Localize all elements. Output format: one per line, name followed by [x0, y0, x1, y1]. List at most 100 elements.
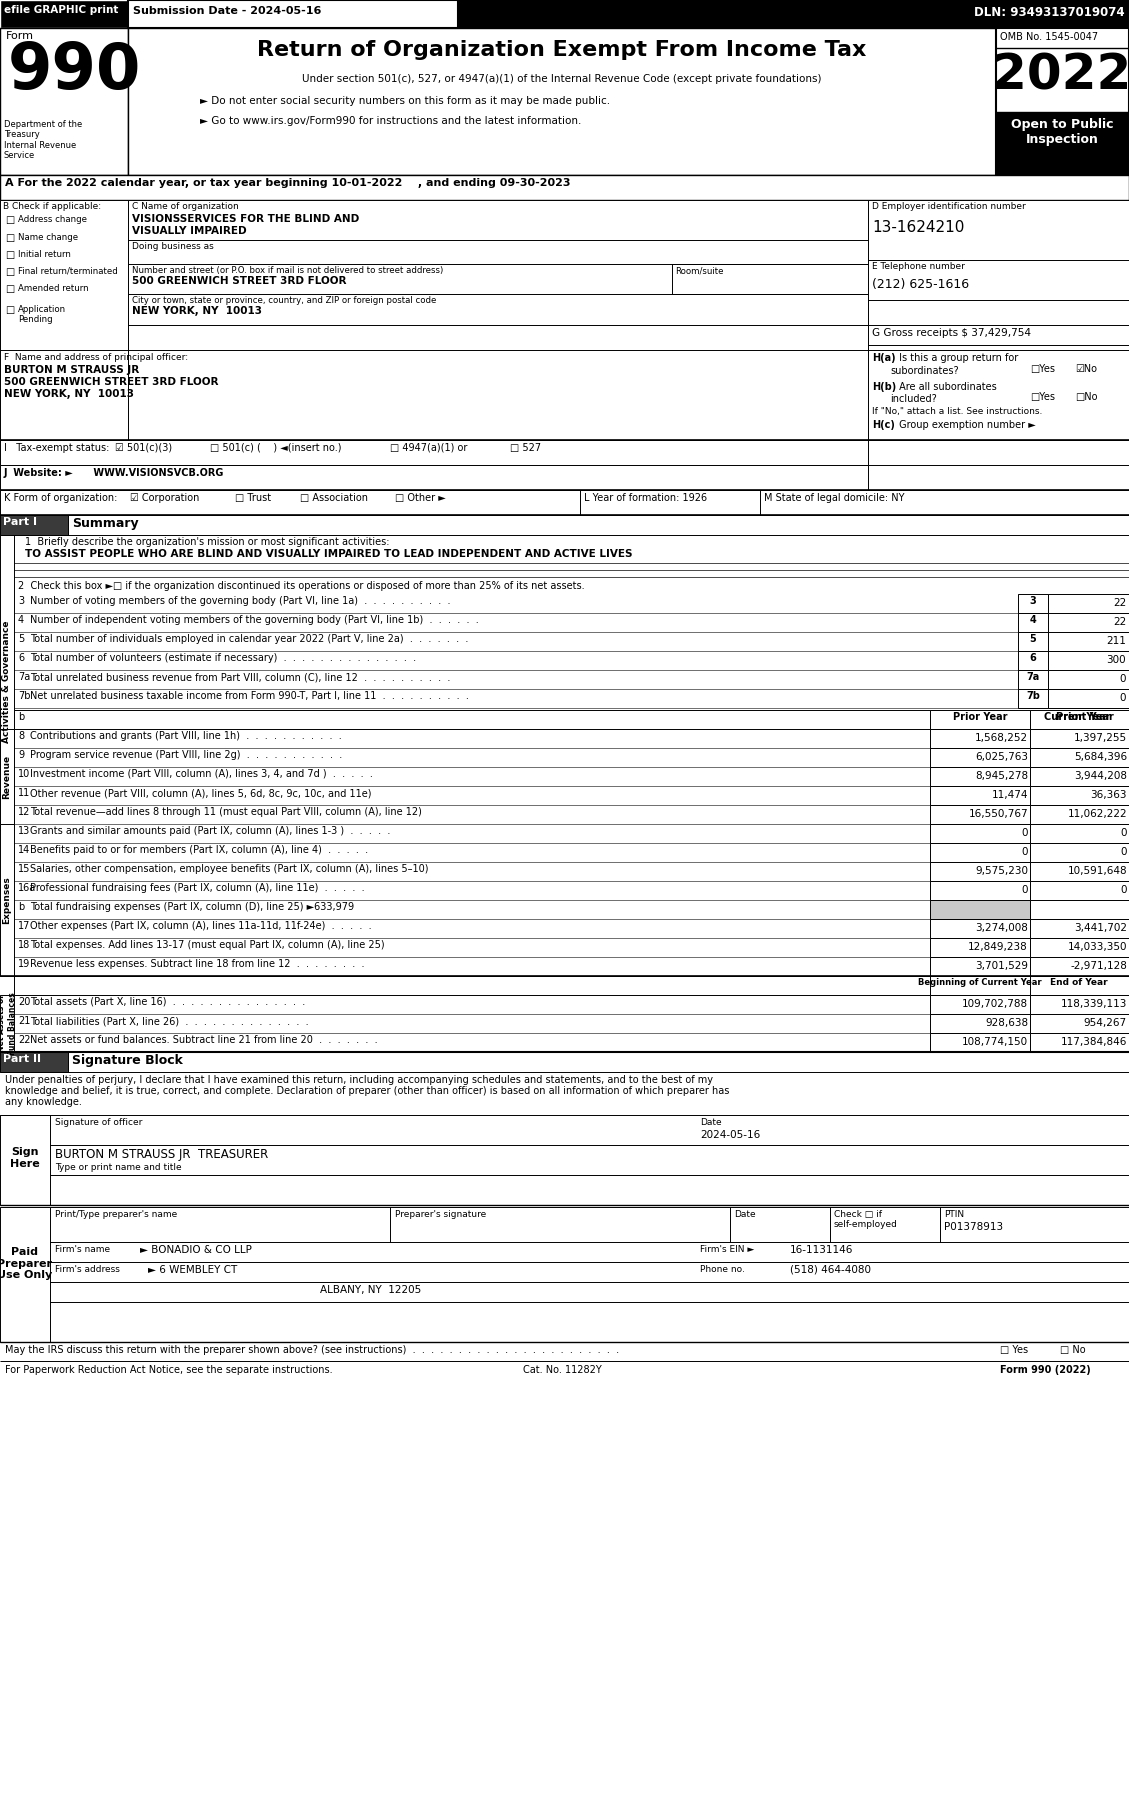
Text: 5: 5	[18, 635, 24, 644]
Text: Part I: Part I	[3, 517, 37, 528]
Text: 22: 22	[1113, 599, 1126, 608]
Text: 22: 22	[1113, 617, 1126, 628]
Text: Activities & Governance: Activities & Governance	[2, 620, 11, 744]
Text: Grants and similar amounts paid (Part IX, column (A), lines 1-3 )  .  .  .  .  .: Grants and similar amounts paid (Part IX…	[30, 825, 391, 836]
Bar	[930, 824, 1030, 844]
Text: M State of legal domicile: NY: M State of legal domicile: NY	[764, 493, 904, 502]
Text: Open to Public
Inspection: Open to Public Inspection	[1010, 118, 1113, 145]
Text: 2022: 2022	[992, 53, 1129, 100]
Text: 20: 20	[18, 998, 30, 1007]
Text: self-employed: self-employed	[834, 1221, 898, 1230]
Text: 3,701,529: 3,701,529	[975, 961, 1029, 970]
Bar	[1030, 900, 1129, 920]
Text: 16,550,767: 16,550,767	[969, 809, 1029, 818]
Bar	[930, 729, 1030, 747]
Text: Other revenue (Part VIII, column (A), lines 5, 6d, 8c, 9c, 10c, and 11e): Other revenue (Part VIII, column (A), li…	[30, 787, 371, 798]
Bar	[0, 1206, 50, 1342]
Text: □Yes: □Yes	[1030, 365, 1054, 374]
Text: City or town, state or province, country, and ZIP or foreign postal code: City or town, state or province, country…	[132, 296, 437, 305]
Text: Net Assets or
Fund Balances: Net Assets or Fund Balances	[0, 992, 17, 1056]
Text: 5,684,396: 5,684,396	[1074, 753, 1127, 762]
Text: Form 990 (2022): Form 990 (2022)	[1000, 1364, 1091, 1375]
Text: 36,363: 36,363	[1091, 791, 1127, 800]
Text: BURTON M STRAUSS JR: BURTON M STRAUSS JR	[5, 365, 139, 375]
Text: □Yes: □Yes	[1030, 392, 1054, 403]
Bar	[1018, 669, 1048, 689]
Text: Benefits paid to or for members (Part IX, column (A), line 4)  .  .  .  .  .: Benefits paid to or for members (Part IX…	[30, 845, 368, 854]
Text: □ No: □ No	[1060, 1344, 1086, 1355]
Text: 7a: 7a	[1026, 671, 1040, 682]
Text: 109,702,788: 109,702,788	[962, 1000, 1029, 1009]
Bar	[128, 27, 996, 174]
Text: 4: 4	[18, 615, 24, 626]
Text: Signature Block: Signature Block	[72, 1054, 183, 1067]
Bar	[1030, 729, 1129, 747]
Text: Final return/terminated: Final return/terminated	[18, 267, 117, 276]
Text: 14: 14	[18, 845, 30, 854]
Bar	[930, 958, 1030, 976]
Bar	[1018, 613, 1048, 631]
Text: Investment income (Part VIII, column (A), lines 3, 4, and 7d )  .  .  .  .  .: Investment income (Part VIII, column (A)…	[30, 769, 373, 778]
Text: (518) 464-4080: (518) 464-4080	[790, 1264, 870, 1275]
Text: Total fundraising expenses (Part IX, column (D), line 25) ►633,979: Total fundraising expenses (Part IX, col…	[30, 902, 355, 912]
Text: Salaries, other compensation, employee benefits (Part IX, column (A), lines 5–10: Salaries, other compensation, employee b…	[30, 863, 429, 874]
Bar	[1030, 1014, 1129, 1032]
Text: -2,971,128: -2,971,128	[1070, 961, 1127, 970]
Text: 928,638: 928,638	[984, 1018, 1029, 1029]
Text: 16a: 16a	[18, 883, 36, 892]
Text: H(b): H(b)	[872, 383, 896, 392]
Text: G Gross receipts $ 37,429,754: G Gross receipts $ 37,429,754	[872, 328, 1031, 337]
Text: Type or print name and title: Type or print name and title	[55, 1163, 182, 1172]
Bar	[0, 535, 14, 831]
Bar	[0, 441, 868, 464]
Text: Group exemption number ►: Group exemption number ►	[896, 421, 1035, 430]
Text: 0: 0	[1022, 827, 1029, 838]
Text: Program service revenue (Part VIII, line 2g)  .  .  .  .  .  .  .  .  .  .  .: Program service revenue (Part VIII, line…	[30, 749, 342, 760]
Bar	[0, 996, 14, 1052]
Text: ☑No: ☑No	[1075, 365, 1097, 374]
Text: I   Tax-exempt status:: I Tax-exempt status:	[5, 443, 110, 454]
Bar	[14, 976, 930, 996]
Text: A For the 2022 calendar year, or tax year beginning 10-01-2022    , and ending 0: A For the 2022 calendar year, or tax yea…	[5, 178, 570, 189]
Text: 3,274,008: 3,274,008	[975, 923, 1029, 932]
Text: ☑ 501(c)(3): ☑ 501(c)(3)	[115, 443, 172, 454]
Bar	[930, 900, 1030, 920]
Text: 12: 12	[18, 807, 30, 816]
Text: 108,774,150: 108,774,150	[962, 1038, 1029, 1047]
Text: Prior Year: Prior Year	[953, 713, 1007, 722]
Text: 6: 6	[1030, 653, 1036, 662]
Text: □ Other ►: □ Other ►	[395, 493, 446, 502]
Text: b: b	[18, 713, 24, 722]
Text: Number of independent voting members of the governing body (Part VI, line 1b)  .: Number of independent voting members of …	[30, 615, 479, 626]
Text: 0: 0	[1120, 675, 1126, 684]
Text: 500 GREENWICH STREET 3RD FLOOR: 500 GREENWICH STREET 3RD FLOOR	[5, 377, 219, 386]
Bar	[930, 996, 1030, 1014]
Text: Part II: Part II	[3, 1054, 41, 1065]
Text: ► BONADIO & CO LLP: ► BONADIO & CO LLP	[140, 1244, 252, 1255]
Text: 6,025,763: 6,025,763	[975, 753, 1029, 762]
Text: □ 527: □ 527	[510, 443, 541, 454]
Text: ☑ Corporation: ☑ Corporation	[130, 493, 200, 502]
Bar	[1018, 651, 1048, 669]
Text: 7b: 7b	[1026, 691, 1040, 700]
Text: Net assets or fund balances. Subtract line 21 from line 20  .  .  .  .  .  .  .: Net assets or fund balances. Subtract li…	[30, 1036, 377, 1045]
Text: Signature of officer: Signature of officer	[55, 1117, 142, 1126]
Text: E Telephone number: E Telephone number	[872, 261, 965, 270]
Bar	[1030, 747, 1129, 767]
Text: Total number of volunteers (estimate if necessary)  .  .  .  .  .  .  .  .  .  .: Total number of volunteers (estimate if …	[30, 653, 417, 662]
Text: 3: 3	[1030, 597, 1036, 606]
Text: 21: 21	[18, 1016, 30, 1027]
Bar	[1030, 976, 1129, 996]
Text: □: □	[5, 250, 15, 259]
Text: 8,945,278: 8,945,278	[974, 771, 1029, 782]
Text: 7b: 7b	[18, 691, 30, 700]
Text: 13: 13	[18, 825, 30, 836]
Bar	[0, 515, 68, 535]
Text: ► Go to www.irs.gov/Form990 for instructions and the latest information.: ► Go to www.irs.gov/Form990 for instruct…	[200, 116, 581, 125]
Text: 9: 9	[18, 749, 24, 760]
Text: Current Year: Current Year	[1044, 713, 1114, 722]
Bar	[0, 824, 14, 976]
Text: Paid
Preparer
Use Only: Paid Preparer Use Only	[0, 1246, 53, 1281]
Text: any knowledge.: any knowledge.	[5, 1097, 82, 1107]
Text: □: □	[5, 267, 15, 278]
